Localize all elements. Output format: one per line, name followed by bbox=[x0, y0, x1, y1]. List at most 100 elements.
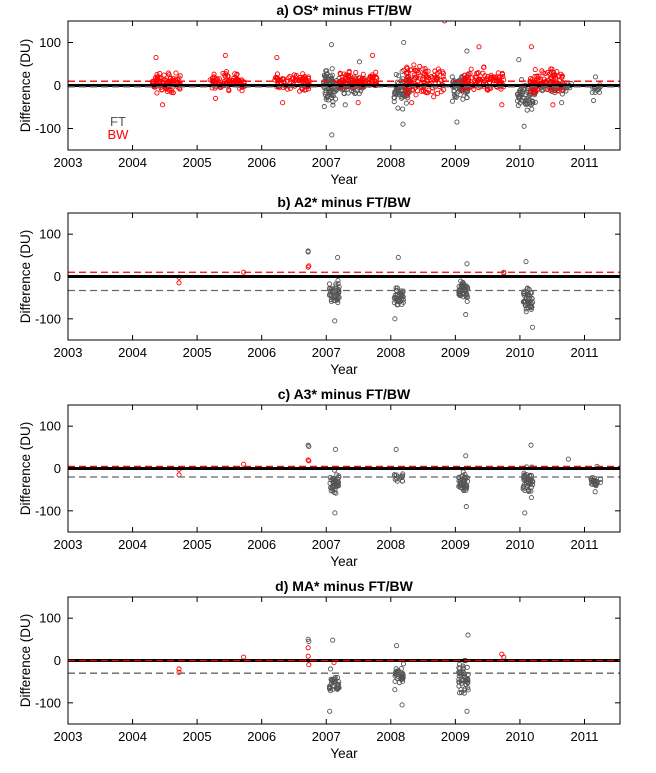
data-point-ft bbox=[521, 473, 527, 479]
data-point-ft bbox=[524, 89, 530, 95]
data-point-ft bbox=[516, 95, 522, 101]
data-point-ft bbox=[402, 94, 408, 100]
data-point-ft bbox=[465, 632, 471, 638]
data-point-ft bbox=[453, 94, 459, 100]
x-tick-label: 2003 bbox=[54, 345, 83, 360]
x-tick-label: 2003 bbox=[54, 537, 83, 552]
data-point-bw bbox=[223, 69, 230, 75]
data-point-ft bbox=[328, 298, 334, 305]
data-point-bw bbox=[176, 280, 182, 286]
data-point-bw bbox=[274, 71, 281, 77]
data-point-ft bbox=[591, 98, 597, 104]
legend-ft-label: FT bbox=[110, 114, 126, 129]
data-point-ft bbox=[345, 90, 351, 96]
data-point-bw bbox=[422, 71, 428, 77]
data-point-ft bbox=[521, 123, 527, 129]
data-point-bw bbox=[337, 70, 343, 76]
y-tick-label: -100 bbox=[35, 503, 61, 518]
data-point-ft bbox=[332, 487, 338, 493]
data-point-ft bbox=[395, 254, 401, 261]
data-point-ft bbox=[326, 281, 333, 287]
data-point-ft bbox=[395, 105, 401, 111]
data-point-ft bbox=[528, 495, 534, 501]
data-point-ft bbox=[594, 480, 600, 486]
data-point-bw bbox=[160, 102, 166, 108]
data-point-ft bbox=[520, 484, 526, 490]
panel-title: d) MA* minus FT/BW bbox=[275, 578, 413, 594]
data-point-bw bbox=[532, 67, 538, 73]
data-point-ft bbox=[590, 478, 596, 484]
data-point-ft bbox=[332, 293, 338, 299]
data-point-bw bbox=[438, 89, 444, 95]
data-point-bw bbox=[241, 654, 247, 660]
data-point-bw bbox=[530, 89, 536, 95]
data-point-ft bbox=[335, 300, 341, 306]
data-point-ft bbox=[326, 88, 333, 94]
data-point-bw bbox=[409, 100, 415, 106]
x-axis-label: Year bbox=[330, 746, 358, 761]
x-tick-label: 2004 bbox=[118, 345, 147, 360]
y-tick-label: 0 bbox=[54, 653, 61, 668]
data-point-ft bbox=[336, 294, 342, 300]
data-point-bw bbox=[491, 77, 497, 83]
data-point-ft bbox=[592, 74, 599, 80]
data-point-bw bbox=[440, 74, 446, 80]
y-axis-label: Difference (DU) bbox=[18, 39, 33, 133]
data-point-bw bbox=[495, 70, 501, 76]
x-tick-label: 2008 bbox=[376, 729, 405, 744]
data-point-ft bbox=[532, 99, 538, 105]
data-point-ft bbox=[451, 88, 457, 94]
data-point-bw bbox=[411, 62, 417, 68]
data-point-ft bbox=[463, 504, 469, 510]
data-point-bw bbox=[474, 74, 480, 80]
data-point-ft bbox=[333, 480, 339, 486]
data-point-ft bbox=[462, 477, 468, 484]
data-point-ft bbox=[400, 299, 406, 305]
data-point-ft bbox=[523, 259, 529, 265]
x-tick-label: 2010 bbox=[505, 729, 534, 744]
data-point-bw bbox=[170, 90, 176, 96]
data-point-ft bbox=[464, 284, 471, 290]
x-tick-label: 2006 bbox=[247, 155, 276, 170]
data-point-ft bbox=[464, 298, 470, 305]
data-point-bw bbox=[173, 70, 179, 76]
data-point-bw bbox=[551, 74, 557, 80]
y-tick-label: 100 bbox=[39, 611, 61, 626]
data-point-ft bbox=[322, 92, 328, 98]
data-point-ft bbox=[399, 473, 405, 479]
panel-d: d) MA* minus FT/BW 2003 2004 2005 2006 2007 20… bbox=[18, 578, 621, 761]
data-point-ft bbox=[393, 446, 399, 453]
data-point-bw bbox=[413, 68, 419, 74]
x-tick-label: 2011 bbox=[571, 729, 599, 744]
data-point-ft bbox=[335, 297, 341, 303]
data-point-ft bbox=[305, 249, 311, 255]
x-axis-label: Year bbox=[330, 554, 358, 569]
data-point-bw bbox=[500, 74, 506, 80]
data-point-bw bbox=[417, 63, 423, 69]
data-point-bw bbox=[475, 70, 481, 76]
data-point-ft bbox=[350, 89, 356, 95]
data-point-bw bbox=[481, 64, 487, 71]
data-point-bw bbox=[216, 76, 222, 82]
data-point-ft bbox=[458, 283, 464, 289]
x-tick-label: 2006 bbox=[247, 345, 276, 360]
data-point-ft bbox=[330, 99, 336, 105]
data-point-bw bbox=[176, 669, 182, 675]
data-point-ft bbox=[592, 489, 598, 495]
panel-c: c) A3* minus FT/BW 2003 2004 2005 2006 2007 20… bbox=[18, 386, 621, 569]
data-point-ft bbox=[517, 87, 523, 93]
data-point-ft bbox=[334, 682, 340, 688]
data-point-ft bbox=[464, 261, 470, 267]
plot-area bbox=[176, 248, 536, 330]
data-point-ft bbox=[519, 98, 526, 104]
data-point-bw bbox=[226, 88, 232, 94]
data-point-ft bbox=[524, 286, 530, 292]
data-point-ft bbox=[589, 89, 595, 96]
x-tick-label: 2005 bbox=[183, 729, 212, 744]
data-point-ft bbox=[452, 93, 458, 99]
data-point-ft bbox=[526, 488, 532, 494]
data-point-bw bbox=[361, 77, 367, 83]
data-point-ft bbox=[330, 637, 336, 643]
data-point-bw bbox=[157, 70, 163, 77]
